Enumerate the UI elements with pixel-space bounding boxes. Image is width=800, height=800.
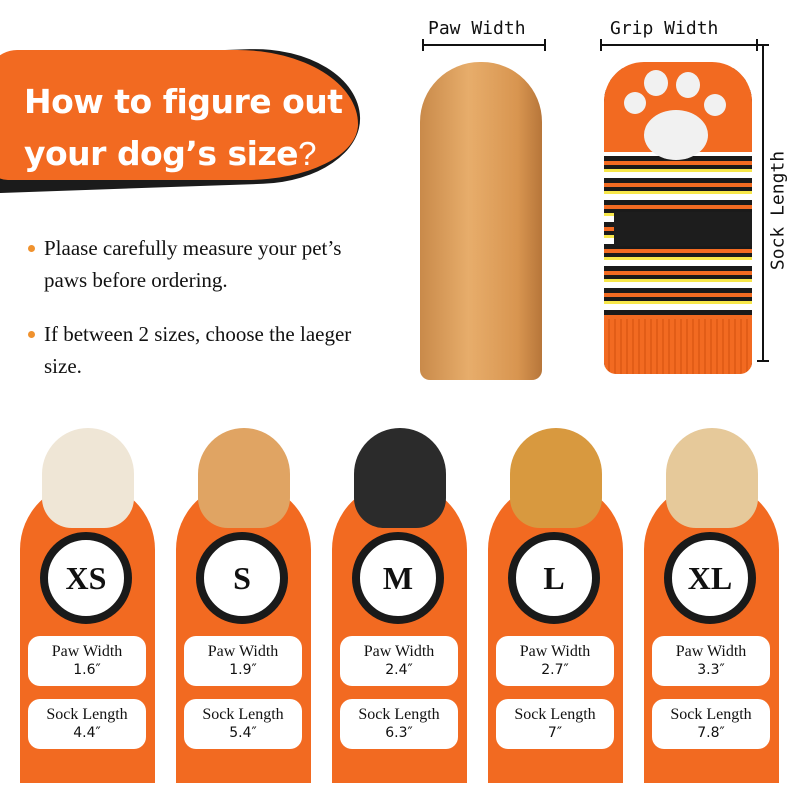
sock-image [604, 62, 752, 374]
sock-length-label: Sock Length [767, 150, 789, 271]
paw-width-value: 2.7″ [541, 662, 569, 678]
size-card-m: M Paw Width 2.4″ Sock Length 6.3″ [332, 482, 467, 783]
grip-pad-icon [676, 72, 700, 98]
paw-width-value: 2.4″ [385, 662, 413, 678]
title-line-2: your dog’s size [24, 134, 299, 173]
sock-length-value: 5.4″ [229, 725, 257, 741]
size-card-xl: XL Paw Width 3.3″ Sock Length 7.8″ [644, 482, 779, 783]
sock-length-value: 4.4″ [73, 725, 101, 741]
sock-length-box: Sock Length 7″ [496, 699, 614, 749]
paw-width-box: Paw Width 1.6″ [28, 636, 146, 686]
dog-photo [354, 428, 446, 528]
paw-width-label: Paw Width [519, 643, 591, 660]
page-title: How to figure out your dog’s size? [24, 76, 343, 180]
sock-length-value: 7.8″ [697, 725, 725, 741]
dog-photo [198, 428, 290, 528]
sock-length-box: Sock Length 7.8″ [652, 699, 770, 749]
sock-length-box: Sock Length 5.4″ [184, 699, 302, 749]
bullet-icon [28, 245, 35, 252]
paw-width-value: 1.9″ [229, 662, 257, 678]
dog-photo [666, 428, 758, 528]
paw-width-box: Paw Width 2.4″ [340, 636, 458, 686]
sock-length-box: Sock Length 6.3″ [340, 699, 458, 749]
dog-photo [42, 428, 134, 528]
tip-text: If between 2 sizes, choose the laeger si… [44, 322, 352, 378]
dog-photo [510, 428, 602, 528]
paw-width-label: Paw Width [675, 643, 747, 660]
title-question-mark: ? [298, 135, 316, 172]
paw-width-box: Paw Width 1.9″ [184, 636, 302, 686]
paw-width-label: Paw Width [428, 18, 526, 39]
bullet-icon [28, 331, 35, 338]
grip-width-line [600, 39, 758, 51]
title-line-1: How to figure out [24, 82, 343, 121]
grip-width-label: Grip Width [610, 18, 719, 39]
sock-length-value: 6.3″ [385, 725, 413, 741]
paw-width-label: Paw Width [51, 643, 123, 660]
size-badge: S [196, 532, 288, 624]
dog-paw-image [420, 62, 542, 380]
paw-width-line [422, 39, 546, 51]
tips-list: Plaase carefully measure your pet’s paws… [28, 232, 358, 404]
paw-width-label: Paw Width [207, 643, 279, 660]
size-badge: XL [664, 532, 756, 624]
size-badge: M [352, 532, 444, 624]
paw-width-label: Paw Width [363, 643, 435, 660]
tip-item: If between 2 sizes, choose the laeger si… [28, 318, 358, 382]
tip-text: Plaase carefully measure your pet’s paws… [44, 236, 342, 292]
grip-pad-icon [644, 70, 668, 96]
size-card-s: S Paw Width 1.9″ Sock Length 5.4″ [176, 482, 311, 783]
sock-length-line [757, 44, 769, 362]
size-badge: XS [40, 532, 132, 624]
title-banner [0, 50, 358, 180]
grip-pad-icon [704, 94, 726, 116]
paw-width-value: 1.6″ [73, 662, 101, 678]
sock-length-box: Sock Length 4.4″ [28, 699, 146, 749]
sock-length-label: Sock Length [358, 706, 440, 723]
size-card-l: L Paw Width 2.7″ Sock Length 7″ [488, 482, 623, 783]
tip-item: Plaase carefully measure your pet’s paws… [28, 232, 358, 296]
paw-width-box: Paw Width 3.3″ [652, 636, 770, 686]
sock-cuff [604, 319, 752, 374]
sock-length-label: Sock Length [670, 706, 752, 723]
sock-length-label: Sock Length [514, 706, 596, 723]
grip-pad-icon [644, 110, 708, 160]
size-card-xs: XS Paw Width 1.6″ Sock Length 4.4″ [20, 482, 155, 783]
velcro-strap [614, 212, 752, 246]
paw-width-box: Paw Width 2.7″ [496, 636, 614, 686]
sock-length-value: 7″ [547, 725, 563, 741]
sock-length-label: Sock Length [202, 706, 284, 723]
sock-length-label: Sock Length [46, 706, 128, 723]
grip-pad-icon [624, 92, 646, 114]
paw-width-value: 3.3″ [697, 662, 725, 678]
size-badge: L [508, 532, 600, 624]
